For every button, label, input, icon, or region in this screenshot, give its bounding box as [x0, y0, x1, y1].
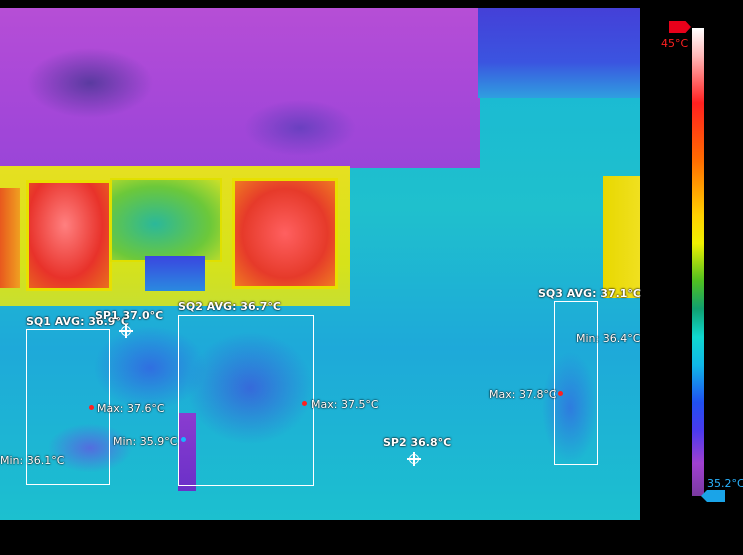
- sp2-label: SP2 36.8°C: [383, 436, 452, 449]
- sq3-max-dot: [558, 391, 563, 396]
- sq1-min-label: Min: 36.1°C: [0, 454, 65, 467]
- window-left-edge: [0, 188, 20, 288]
- arrow-left-icon: [701, 490, 725, 502]
- sq2-avg-label: SQ2 AVG: 36.7°C: [178, 300, 282, 313]
- roof-right-region: [478, 8, 640, 98]
- color-scale-bar: [692, 28, 704, 496]
- sq3-min-label: Min: 36.4°C: [576, 332, 641, 345]
- sq2-max-label: Max: 37.5°C: [311, 398, 379, 411]
- vent-region: [110, 178, 222, 262]
- sq2-box[interactable]: [178, 315, 314, 486]
- dark-box-region: [145, 256, 205, 291]
- scale-max-label: 45°C: [661, 37, 689, 50]
- sq2-min-dot: [181, 437, 186, 442]
- sq1-box[interactable]: [26, 329, 110, 485]
- scale-min-label: 35.2°C: [707, 477, 743, 490]
- sq3-box[interactable]: [554, 301, 598, 465]
- sq2-max-dot: [302, 401, 307, 406]
- thermal-image: [0, 8, 640, 520]
- sq1-avg-label: SQ1 AVG: 36.9°C: [26, 315, 130, 328]
- sp1-crosshair-icon[interactable]: [119, 324, 133, 338]
- sq3-avg-label: SQ3 AVG: 37.1°C: [538, 287, 642, 300]
- right-hot-strip: [603, 176, 640, 298]
- sq3-max-label: Max: 37.8°C: [489, 388, 557, 401]
- window-2: [232, 178, 338, 289]
- arrow-right-icon: [669, 21, 691, 33]
- sq1-max-label: Max: 37.6°C: [97, 402, 165, 415]
- bottom-dark-region: [178, 413, 196, 491]
- sq1-max-dot: [89, 405, 94, 410]
- roof-region: [0, 8, 480, 168]
- sq2-min-label: Min: 35.9°C: [113, 435, 178, 448]
- window-1: [26, 180, 112, 291]
- sp2-crosshair-icon[interactable]: [407, 452, 421, 466]
- sp1-label: SP1 37.0°C: [95, 309, 164, 322]
